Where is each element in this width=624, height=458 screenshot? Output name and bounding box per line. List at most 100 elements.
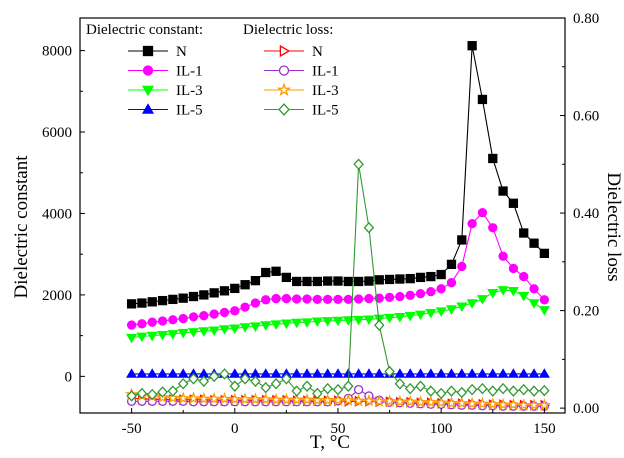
data-point [312, 387, 323, 400]
data-point [436, 284, 446, 294]
data-point [395, 291, 405, 302]
data-point [518, 368, 530, 378]
data-point [198, 327, 210, 337]
data-point [435, 368, 447, 378]
data-point [415, 380, 426, 392]
data-point [527, 398, 541, 411]
data-point [248, 392, 263, 405]
data-point [218, 325, 230, 335]
x-tick-label: 0 [231, 421, 239, 437]
data-point [425, 368, 437, 378]
data-point [363, 368, 375, 378]
data-point [302, 294, 312, 304]
data-point [197, 391, 211, 405]
data-point [539, 295, 550, 305]
data-point [157, 330, 169, 341]
data-point [331, 393, 345, 406]
data-point [209, 288, 219, 298]
data-point [529, 284, 539, 294]
data-point [208, 370, 220, 383]
data-point [415, 368, 427, 378]
series-left-il-5 [126, 368, 550, 378]
data-point [332, 383, 344, 396]
legend-marker [279, 44, 291, 58]
data-point [446, 259, 457, 270]
data-point [436, 269, 446, 280]
data-point [456, 386, 468, 399]
data-point [374, 293, 384, 303]
data-point [498, 251, 508, 261]
data-point [351, 393, 366, 407]
data-point [302, 276, 312, 287]
legend-marker [276, 82, 292, 97]
legend-header-constant: Dielectric constant: [86, 22, 203, 38]
data-point [157, 386, 168, 398]
data-point [435, 387, 447, 400]
data-point [249, 322, 261, 332]
data-point [477, 382, 488, 395]
data-point [446, 385, 457, 397]
data-point [343, 380, 354, 392]
data-point [373, 314, 385, 325]
data-point [384, 313, 396, 324]
data-point [126, 320, 137, 330]
data-point [261, 267, 271, 278]
data-point [364, 276, 374, 286]
legend-marker [142, 45, 154, 57]
data-point [343, 276, 353, 287]
data-point [260, 381, 272, 394]
data-point [384, 274, 395, 285]
data-point [425, 308, 437, 319]
data-point [167, 385, 179, 397]
data-point [281, 293, 292, 304]
legend-label: IL-5 [312, 103, 339, 119]
data-point [261, 295, 271, 305]
data-point [146, 368, 158, 378]
data-point [157, 368, 169, 378]
data-point [323, 294, 333, 305]
data-point [488, 153, 498, 164]
data-point [310, 393, 324, 406]
data-point [404, 311, 416, 322]
data-point [497, 368, 509, 378]
y-axis-left-label: Dielectric constant [11, 155, 32, 299]
data-point [271, 266, 281, 276]
data-point [415, 272, 426, 283]
data-point [270, 368, 282, 378]
data-point [178, 293, 188, 303]
y-left-tick-label: 4000 [42, 206, 72, 222]
legend-label: IL-1 [312, 64, 339, 80]
data-point [393, 394, 407, 408]
series-line [131, 211, 545, 326]
data-point [147, 317, 157, 327]
data-point [362, 393, 376, 407]
data-point [178, 313, 188, 324]
data-point [413, 395, 428, 408]
data-point [498, 186, 508, 196]
data-point [259, 392, 273, 405]
y-right-tick-label: 0.00 [573, 401, 599, 417]
data-point [177, 377, 189, 390]
x-tick-label: -50 [122, 421, 142, 437]
data-point [507, 368, 519, 378]
data-point [168, 294, 178, 305]
data-point [372, 394, 386, 407]
data-point [301, 318, 313, 328]
data-point [395, 274, 405, 284]
legend-marker [278, 65, 290, 76]
legend-marker [142, 65, 154, 76]
data-point [250, 276, 261, 286]
data-point [126, 333, 138, 344]
x-tick-label: 100 [430, 421, 453, 437]
data-point [136, 368, 148, 378]
data-point [322, 382, 333, 395]
y-right-tick-label: 0.20 [573, 304, 599, 320]
legend-label: N [176, 44, 187, 60]
data-point [136, 387, 148, 400]
data-point [199, 290, 209, 300]
data-point [415, 289, 426, 299]
y-axis-right-label: Dielectric loss [603, 172, 624, 281]
data-point [342, 316, 354, 326]
data-point [229, 380, 241, 392]
data-point [374, 275, 384, 285]
